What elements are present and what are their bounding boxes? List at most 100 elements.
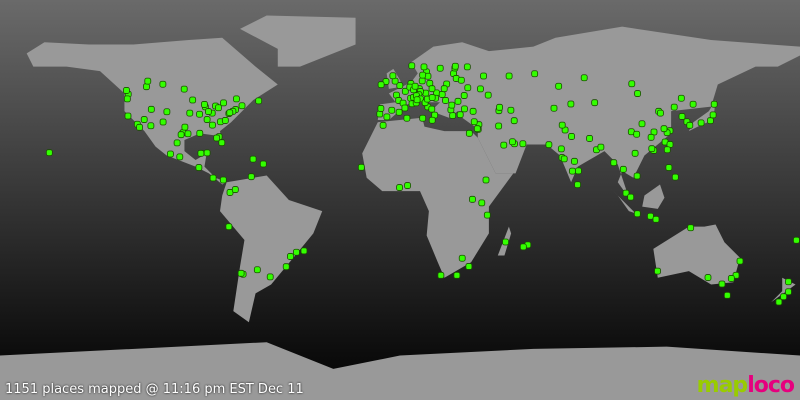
- place-marker[interactable]: [545, 141, 553, 149]
- place-marker[interactable]: [465, 263, 473, 270]
- place-marker[interactable]: [209, 174, 217, 182]
- place-marker[interactable]: [448, 101, 456, 109]
- place-marker[interactable]: [580, 74, 588, 82]
- place-marker[interactable]: [464, 84, 472, 92]
- place-marker[interactable]: [704, 274, 712, 281]
- place-marker[interactable]: [557, 145, 565, 153]
- place-marker[interactable]: [575, 167, 582, 175]
- place-marker[interactable]: [440, 85, 448, 93]
- place-marker[interactable]: [670, 103, 678, 111]
- place-marker[interactable]: [195, 164, 203, 171]
- place-marker[interactable]: [401, 104, 409, 112]
- place-marker[interactable]: [502, 238, 509, 246]
- place-marker[interactable]: [709, 111, 717, 119]
- place-marker[interactable]: [793, 236, 800, 244]
- place-marker[interactable]: [654, 267, 661, 275]
- place-marker[interactable]: [569, 167, 576, 175]
- place-marker[interactable]: [457, 76, 465, 84]
- place-marker[interactable]: [177, 131, 185, 139]
- place-marker[interactable]: [660, 125, 668, 133]
- place-marker[interactable]: [571, 157, 578, 165]
- place-marker[interactable]: [249, 155, 257, 163]
- place-marker[interactable]: [403, 114, 411, 122]
- place-marker[interactable]: [710, 100, 718, 108]
- place-marker[interactable]: [736, 257, 744, 265]
- place-marker[interactable]: [437, 271, 445, 279]
- place-marker[interactable]: [357, 163, 365, 171]
- place-marker[interactable]: [247, 173, 255, 181]
- place-marker[interactable]: [123, 87, 130, 94]
- place-marker[interactable]: [697, 119, 705, 127]
- maploco-logo[interactable]: maploco: [697, 373, 795, 398]
- place-marker[interactable]: [657, 109, 664, 117]
- place-marker[interactable]: [255, 97, 263, 105]
- place-marker[interactable]: [686, 121, 694, 129]
- place-marker[interactable]: [496, 103, 503, 111]
- place-marker[interactable]: [203, 116, 211, 123]
- place-marker[interactable]: [383, 113, 391, 121]
- place-marker[interactable]: [282, 263, 290, 271]
- place-marker[interactable]: [218, 139, 226, 147]
- place-marker[interactable]: [622, 189, 630, 197]
- place-marker[interactable]: [586, 135, 593, 142]
- place-marker[interactable]: [376, 110, 384, 118]
- place-marker[interactable]: [560, 155, 568, 163]
- place-marker[interactable]: [428, 116, 436, 124]
- place-marker[interactable]: [519, 243, 527, 251]
- place-marker[interactable]: [203, 149, 211, 157]
- place-marker[interactable]: [478, 199, 486, 207]
- place-marker[interactable]: [180, 85, 188, 93]
- place-marker[interactable]: [215, 104, 222, 112]
- place-marker[interactable]: [785, 278, 792, 286]
- place-marker[interactable]: [500, 141, 508, 149]
- place-marker[interactable]: [181, 123, 189, 131]
- place-marker[interactable]: [463, 63, 471, 71]
- place-marker[interactable]: [677, 94, 685, 102]
- place-marker[interactable]: [136, 123, 143, 131]
- place-marker[interactable]: [196, 129, 204, 137]
- place-marker[interactable]: [665, 164, 673, 171]
- place-marker[interactable]: [419, 71, 427, 79]
- place-marker[interactable]: [484, 91, 492, 99]
- place-marker[interactable]: [619, 165, 627, 173]
- place-marker[interactable]: [401, 87, 409, 95]
- place-marker[interactable]: [652, 215, 660, 223]
- place-marker[interactable]: [638, 120, 646, 128]
- place-marker[interactable]: [634, 90, 641, 97]
- place-marker[interactable]: [438, 91, 446, 98]
- place-marker[interactable]: [184, 130, 192, 138]
- place-marker[interactable]: [143, 83, 150, 91]
- place-marker[interactable]: [159, 118, 167, 126]
- place-marker[interactable]: [408, 62, 416, 70]
- place-marker[interactable]: [480, 72, 487, 80]
- place-marker[interactable]: [287, 253, 294, 260]
- place-marker[interactable]: [469, 107, 477, 115]
- place-marker[interactable]: [558, 121, 566, 129]
- place-marker[interactable]: [293, 248, 300, 256]
- place-marker[interactable]: [419, 114, 427, 122]
- place-marker[interactable]: [163, 108, 171, 116]
- place-marker[interactable]: [707, 117, 714, 125]
- place-marker[interactable]: [718, 280, 726, 288]
- place-marker[interactable]: [123, 95, 131, 103]
- place-marker[interactable]: [627, 193, 635, 201]
- place-marker[interactable]: [221, 117, 229, 124]
- place-marker[interactable]: [147, 122, 155, 130]
- place-marker[interactable]: [428, 105, 436, 113]
- place-marker[interactable]: [687, 224, 695, 232]
- place-marker[interactable]: [420, 63, 428, 71]
- place-marker[interactable]: [451, 62, 459, 70]
- place-marker[interactable]: [389, 72, 397, 80]
- place-marker[interactable]: [209, 121, 216, 129]
- place-marker[interactable]: [633, 172, 641, 180]
- place-marker[interactable]: [689, 100, 697, 108]
- place-marker[interactable]: [453, 271, 461, 279]
- place-marker[interactable]: [597, 143, 605, 151]
- place-marker[interactable]: [775, 298, 783, 306]
- place-marker[interactable]: [231, 186, 239, 193]
- place-marker[interactable]: [186, 109, 194, 117]
- place-marker[interactable]: [723, 291, 731, 299]
- place-marker[interactable]: [189, 96, 197, 104]
- place-marker[interactable]: [610, 159, 618, 167]
